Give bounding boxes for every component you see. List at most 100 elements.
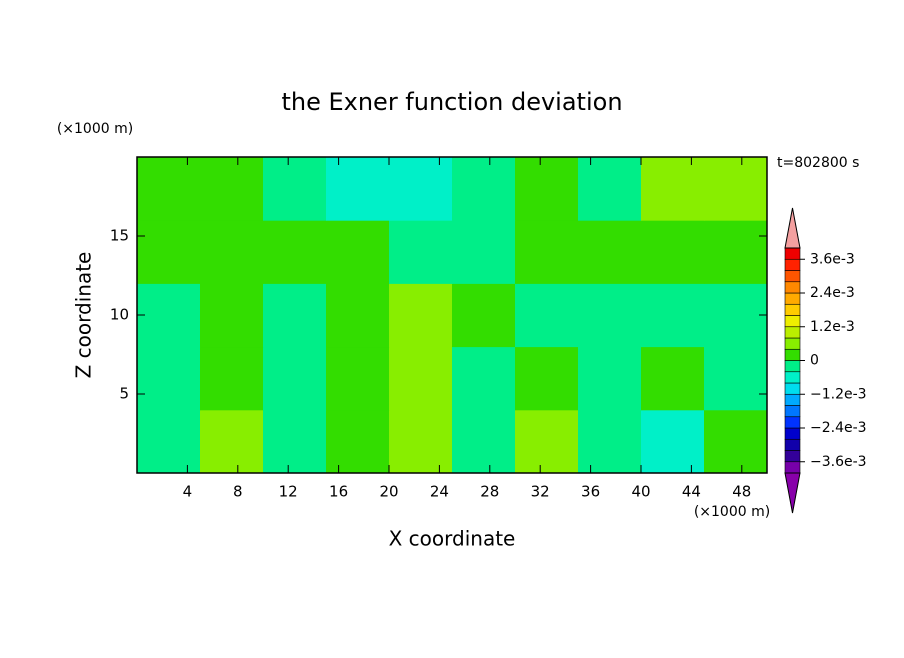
y-tick-label: 10 xyxy=(110,306,129,324)
colorbar-tick-label: −1.2e-3 xyxy=(810,386,867,402)
x-tick-label: 8 xyxy=(233,483,243,501)
x-tick-label: 44 xyxy=(682,483,701,501)
contour-cell xyxy=(389,409,453,474)
colorbar-bin xyxy=(784,270,801,283)
contour-cell xyxy=(200,157,264,221)
contour-cell xyxy=(200,346,264,411)
contour-cell xyxy=(452,220,516,284)
colorbar-over xyxy=(784,207,801,249)
contour-cell xyxy=(578,220,642,284)
contour-cell xyxy=(137,409,201,474)
x-tick-label: 12 xyxy=(279,483,298,501)
contour-cell xyxy=(704,157,768,221)
chart-title: the Exner function deviation xyxy=(281,88,622,116)
x-tick-label: 40 xyxy=(631,483,650,501)
colorbar-bin xyxy=(784,461,801,474)
contour-cell xyxy=(641,157,705,221)
contour-cell xyxy=(641,283,705,348)
colorbar-bin xyxy=(784,303,801,316)
contour-cell xyxy=(326,409,390,474)
contour-cell xyxy=(452,346,516,411)
contour-cell xyxy=(641,409,705,474)
colorbar-bin xyxy=(784,292,801,305)
contour-cell xyxy=(389,283,453,348)
colorbar-tick-label: −2.4e-3 xyxy=(810,420,867,436)
colorbar-tick-label: 2.4e-3 xyxy=(810,285,855,301)
colorbar-tick-label: 0 xyxy=(810,353,819,369)
colorbar-bin xyxy=(784,416,801,429)
colorbar-bin xyxy=(784,337,801,350)
contour-cell xyxy=(326,283,390,348)
colorbar-bin xyxy=(784,360,801,373)
colorbar-bin xyxy=(784,393,801,406)
colorbar-bin xyxy=(784,326,801,339)
contour-cell xyxy=(515,283,579,348)
contour-cell xyxy=(200,409,264,474)
contour-cell xyxy=(704,220,768,284)
contour-cell xyxy=(515,346,579,411)
colorbar-tick-label: 3.6e-3 xyxy=(810,251,855,267)
contour-cell xyxy=(641,220,705,284)
x-tick-label: 48 xyxy=(732,483,751,501)
contour-cell xyxy=(515,157,579,221)
time-label: t=802800 s xyxy=(777,155,859,171)
x-tick-label: 28 xyxy=(480,483,499,501)
contour-cell xyxy=(515,220,579,284)
contour-cell xyxy=(137,157,201,221)
colorbar-under xyxy=(784,472,801,514)
x-tick-label: 20 xyxy=(379,483,398,501)
contour-cell xyxy=(578,283,642,348)
colorbar-bin xyxy=(784,247,801,260)
contour-cell xyxy=(452,409,516,474)
contour-cell xyxy=(515,409,579,474)
contour-cell xyxy=(641,346,705,411)
contour-cell xyxy=(326,220,390,284)
x-tick-label: 36 xyxy=(581,483,600,501)
colorbar-bin xyxy=(784,438,801,451)
contour-cell xyxy=(263,220,327,284)
colorbar-bin xyxy=(784,315,801,328)
contour-cell xyxy=(263,157,327,221)
x-tick-label: 32 xyxy=(531,483,550,501)
contour-cell xyxy=(389,346,453,411)
contour-cell xyxy=(578,157,642,221)
y-unit: (×1000 m) xyxy=(57,121,133,137)
x-tick-label: 4 xyxy=(183,483,193,501)
x-axis-label: X coordinate xyxy=(389,527,516,551)
contour-cell xyxy=(452,283,516,348)
colorbar-bin xyxy=(784,281,801,294)
contour-cell xyxy=(137,346,201,411)
colorbar-bin xyxy=(784,450,801,463)
contour-cell xyxy=(263,346,327,411)
colorbar-bin xyxy=(784,405,801,418)
contour-cell xyxy=(326,157,390,221)
colorbar-bin xyxy=(784,371,801,384)
contour-cell xyxy=(137,220,201,284)
contour-cell xyxy=(452,157,516,221)
colorbar-bin xyxy=(784,427,801,440)
contour-cell xyxy=(578,346,642,411)
contour-cell xyxy=(200,220,264,284)
colorbar-bin xyxy=(784,258,801,271)
contour-cell xyxy=(326,346,390,411)
contour-cell xyxy=(389,157,453,221)
y-tick-label: 15 xyxy=(110,227,129,245)
x-tick-label: 24 xyxy=(430,483,449,501)
colorbar-tick-label: −3.6e-3 xyxy=(810,454,867,470)
colorbar-tick-label: 1.2e-3 xyxy=(810,319,855,335)
y-axis-label: Z coordinate xyxy=(72,252,96,379)
x-tick-label: 16 xyxy=(329,483,348,501)
colorbar-bin xyxy=(784,382,801,395)
contour-cell xyxy=(578,409,642,474)
contour-cell xyxy=(704,346,768,411)
contour-cell xyxy=(263,409,327,474)
y-tick-label: 5 xyxy=(119,385,129,403)
contour-cell xyxy=(389,220,453,284)
contour-cell xyxy=(704,409,768,474)
colorbar-bin xyxy=(784,348,801,361)
contour-cell xyxy=(200,283,264,348)
contour-cell xyxy=(263,283,327,348)
contour-cell xyxy=(704,283,768,348)
x-unit: (×1000 m) xyxy=(694,504,770,520)
